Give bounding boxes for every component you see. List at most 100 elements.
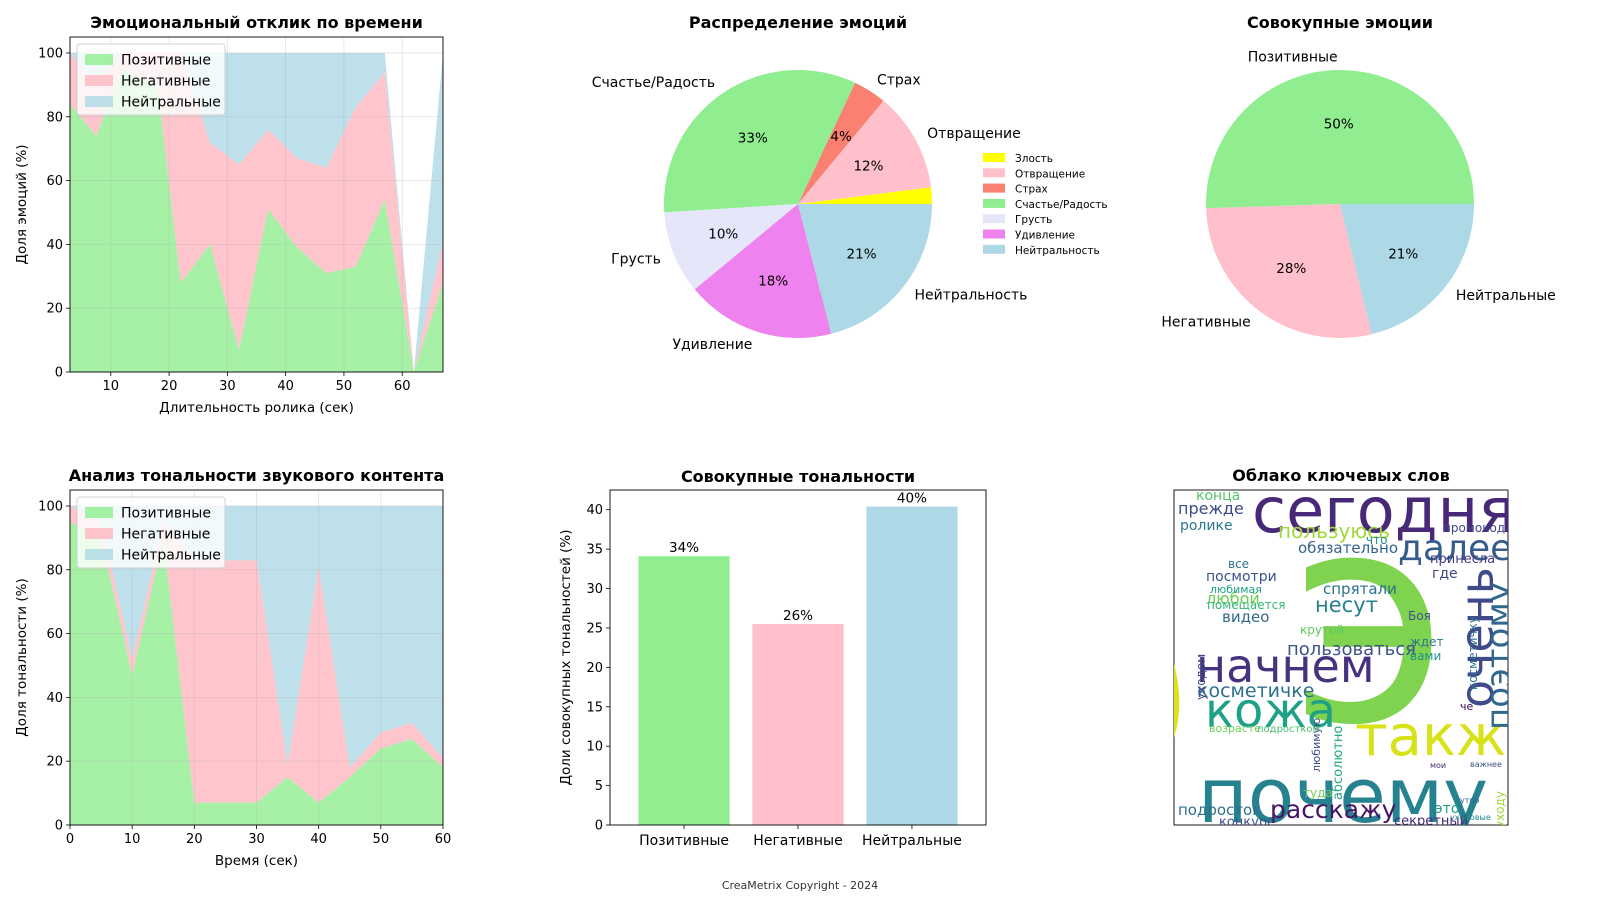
- area-series-1: [70, 52, 443, 372]
- x-tick-label: 10: [124, 832, 141, 847]
- word-cloud-word: где: [1432, 566, 1458, 582]
- legend-label: Страх: [1015, 184, 1048, 196]
- y-tick-label: 15: [586, 700, 603, 715]
- word-cloud-word: абсолютно: [1331, 726, 1346, 800]
- word-cloud-word: вами: [1410, 649, 1441, 663]
- pie-pct-label: 21%: [1388, 247, 1418, 263]
- word-cloud-word: видео: [1222, 608, 1269, 626]
- legend-label: Нейтральность: [1015, 245, 1100, 257]
- word-cloud-word: косметичку: [1466, 616, 1480, 690]
- legend-box: [76, 496, 226, 569]
- y-tick-label: 40: [586, 503, 603, 518]
- word-cloud-word: что: [1366, 533, 1387, 547]
- legend-label: Позитивные: [121, 53, 211, 69]
- word-cloud-word: любой: [1206, 589, 1260, 608]
- chart-title: Совокупные тональности: [681, 467, 915, 486]
- word-cloud-word: конкурс: [1219, 815, 1274, 830]
- y-tick-label: 40: [46, 691, 63, 706]
- y-tick-label: 60: [46, 174, 63, 189]
- word-cloud-word: пользуюсь: [1278, 519, 1390, 543]
- x-tick-label: 60: [394, 379, 411, 394]
- pie-pct-label: 33%: [738, 131, 768, 147]
- x-tick-label: 20: [161, 379, 178, 394]
- area-series-2: [70, 52, 443, 372]
- plot-frame: [69, 36, 444, 373]
- word-cloud-word: любимая: [1210, 583, 1262, 596]
- y-tick-label: 0: [595, 819, 603, 834]
- chart-audio-tonality: 0 10 20 30 40 50 60 0 20 40 60 80 100 Анализ тонально…: [14, 466, 451, 869]
- chart-title: Распределение эмоций: [689, 13, 907, 32]
- x-tick-label: 0: [66, 832, 74, 847]
- word-cloud-word: уходу: [1493, 791, 1507, 828]
- word-cloud-word: началась: [1296, 825, 1354, 839]
- word-cloud-word: расскажу: [1270, 795, 1397, 824]
- bar-value-label: 40%: [897, 491, 927, 507]
- pie-slice-label: Счастье/Радость: [592, 75, 715, 91]
- y-axis-label: Доля тональности (%): [14, 578, 30, 736]
- word-cloud-word: любимую: [1310, 718, 1323, 772]
- pie-slice-4: [664, 204, 798, 290]
- legend-label: Негативные: [121, 74, 210, 90]
- legend-label: Удивление: [1015, 230, 1075, 242]
- y-tick-label: 10: [586, 740, 603, 755]
- word-cloud-word: кожа: [1205, 683, 1336, 739]
- word-cloud-word: помещается: [1207, 598, 1285, 612]
- word-cloud-word: крутой: [1300, 623, 1344, 637]
- y-axis-label: Доля эмоций (%): [14, 144, 30, 264]
- word-cloud-word: посмотри: [1206, 569, 1277, 585]
- pie-slice-6: [798, 204, 932, 334]
- y-tick-label: 80: [46, 563, 63, 578]
- pie-slice-label: Страх: [877, 73, 921, 89]
- y-tick-label: 25: [586, 621, 603, 636]
- x-tick-label: 40: [310, 832, 327, 847]
- word-cloud-word: прежде: [1178, 499, 1244, 518]
- bar: [752, 624, 844, 825]
- legend-swatch: [983, 244, 1005, 254]
- word-cloud-word: это: [1435, 801, 1459, 817]
- legend-swatch: [983, 168, 1005, 178]
- pie-slice-2: [1340, 204, 1474, 335]
- word-cloud-word: далее: [1398, 528, 1512, 569]
- pie-pct-label: 12%: [853, 158, 883, 174]
- pie-pct-label: 4%: [830, 129, 852, 145]
- word-cloud-word: подросток: [1178, 801, 1261, 819]
- legend-label: Отвращение: [1015, 168, 1085, 180]
- word-cloud-word: конца: [1196, 488, 1240, 504]
- legend-swatch: [983, 229, 1005, 239]
- area-series-1: [70, 505, 443, 803]
- x-tick-label: 60: [435, 832, 452, 847]
- pie-slice-label: Удивление: [672, 337, 752, 353]
- legend-label: Позитивные: [121, 506, 211, 522]
- chart-emotion-distribution: 12% Отвращение 4% Страх 33% Счастье/Радость 10…: [592, 13, 1108, 353]
- legend-swatch: [85, 96, 113, 107]
- word-cloud-word: е: [897, 620, 1246, 805]
- pie-pct-label: 10%: [708, 227, 738, 243]
- y-tick-label: 30: [586, 582, 603, 597]
- pie-slice-label: Нейтральные: [1456, 288, 1556, 304]
- legend-swatch: [85, 75, 113, 86]
- word-cloud-word: ждет: [1410, 635, 1443, 649]
- y-tick-label: 80: [46, 110, 63, 125]
- word-cloud-word: все: [1228, 557, 1249, 571]
- word-cloud-word: че: [1460, 700, 1473, 713]
- chart-title: Эмоциональный отклик по времени: [90, 13, 423, 32]
- legend-swatch: [85, 549, 113, 560]
- legend-swatch: [85, 54, 113, 65]
- word-cloud-word: Боя: [1408, 609, 1431, 623]
- bar-value-label: 26%: [783, 608, 813, 624]
- x-tick-label: Негативные: [753, 833, 842, 849]
- word-cloud-word: ролике: [1180, 518, 1233, 534]
- bar: [866, 506, 958, 825]
- x-tick-label: 50: [373, 832, 390, 847]
- word-cloud-word: очень: [1450, 567, 1504, 708]
- pie-slice-label: Позитивные: [1248, 50, 1338, 66]
- word-cloud-word: важнее: [1470, 760, 1502, 769]
- word-cloud-word: пользоваться: [1287, 639, 1416, 660]
- copyright-footer: CreaMetrix Copyright - 2024: [721, 879, 879, 892]
- word-cloud-word: несут: [1315, 593, 1378, 617]
- chart-title: Анализ тональности звукового контента: [69, 466, 444, 485]
- pie-pct-label: 28%: [1276, 261, 1306, 277]
- legend-swatch: [983, 198, 1005, 208]
